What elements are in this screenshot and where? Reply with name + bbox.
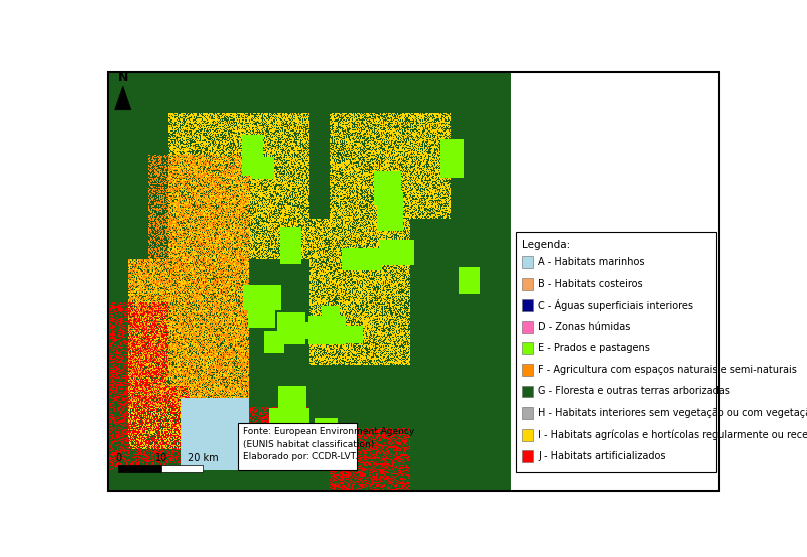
- Text: H - Habitats interiores sem vegetação ou com vegetação esparsa: H - Habitats interiores sem vegetação ou…: [538, 408, 807, 418]
- Bar: [239, 423, 358, 470]
- Text: F - Agricultura com espaços naturais e semi-naturais: F - Agricultura com espaços naturais e s…: [538, 365, 797, 375]
- Bar: [522, 385, 533, 398]
- Text: J - Habitats artificializados: J - Habitats artificializados: [538, 451, 666, 461]
- Text: N: N: [118, 71, 128, 84]
- Bar: [119, 465, 161, 472]
- Bar: [522, 278, 533, 290]
- Text: 0: 0: [115, 453, 121, 463]
- Text: Fonte: European Environment Agency
(EUNIS habitat classification)
Elaborado por:: Fonte: European Environment Agency (EUNI…: [244, 427, 415, 461]
- Text: B - Habitats costeiros: B - Habitats costeiros: [538, 278, 642, 289]
- Bar: [522, 450, 533, 462]
- Bar: [522, 407, 533, 419]
- Text: Legenda:: Legenda:: [522, 240, 570, 250]
- Bar: [516, 232, 716, 472]
- Bar: [161, 465, 203, 472]
- Bar: [522, 343, 533, 354]
- Bar: [522, 321, 533, 333]
- Text: C - Águas superficiais interiores: C - Águas superficiais interiores: [538, 299, 693, 311]
- Text: A - Habitats marinhos: A - Habitats marinhos: [538, 257, 645, 267]
- Bar: [522, 299, 533, 311]
- Text: I - Habitats agrícolas e hortícolas regularmente ou recentemente cultivados: I - Habitats agrícolas e hortícolas regu…: [538, 429, 807, 440]
- Text: E - Prados e pastagens: E - Prados e pastagens: [538, 343, 650, 353]
- Bar: [522, 256, 533, 268]
- Text: G - Floresta e outras terras arborizadas: G - Floresta e outras terras arborizadas: [538, 387, 730, 397]
- Bar: [522, 364, 533, 376]
- Text: 10: 10: [154, 453, 167, 463]
- Polygon shape: [115, 86, 131, 110]
- Bar: [522, 429, 533, 441]
- Text: 20 km: 20 km: [187, 453, 218, 463]
- Text: D - Zonas húmidas: D - Zonas húmidas: [538, 322, 630, 332]
- Bar: [108, 72, 511, 491]
